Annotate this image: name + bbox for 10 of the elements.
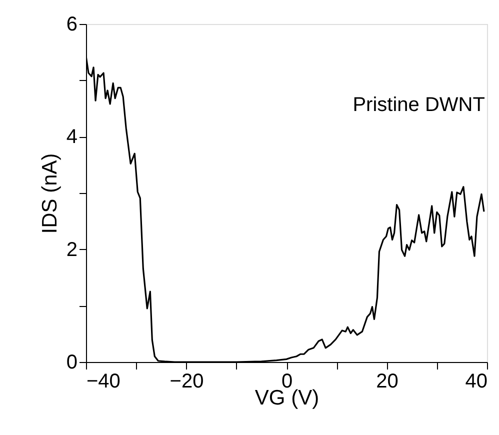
y-axis-title: IDS (nA) [38, 153, 62, 234]
y-tick-label: 4 [66, 126, 78, 148]
annotation: Pristine DWNT [352, 94, 485, 116]
x-tick-label: −20 [170, 370, 204, 392]
x-tick-label: −40 [86, 370, 120, 392]
x-tick-label: 20 [376, 370, 398, 392]
y-tick-label: 2 [66, 238, 78, 261]
y-tick-label: 6 [66, 14, 78, 36]
x-tick-label: 40 [465, 370, 488, 392]
y-tick-label: 0 [66, 352, 78, 374]
